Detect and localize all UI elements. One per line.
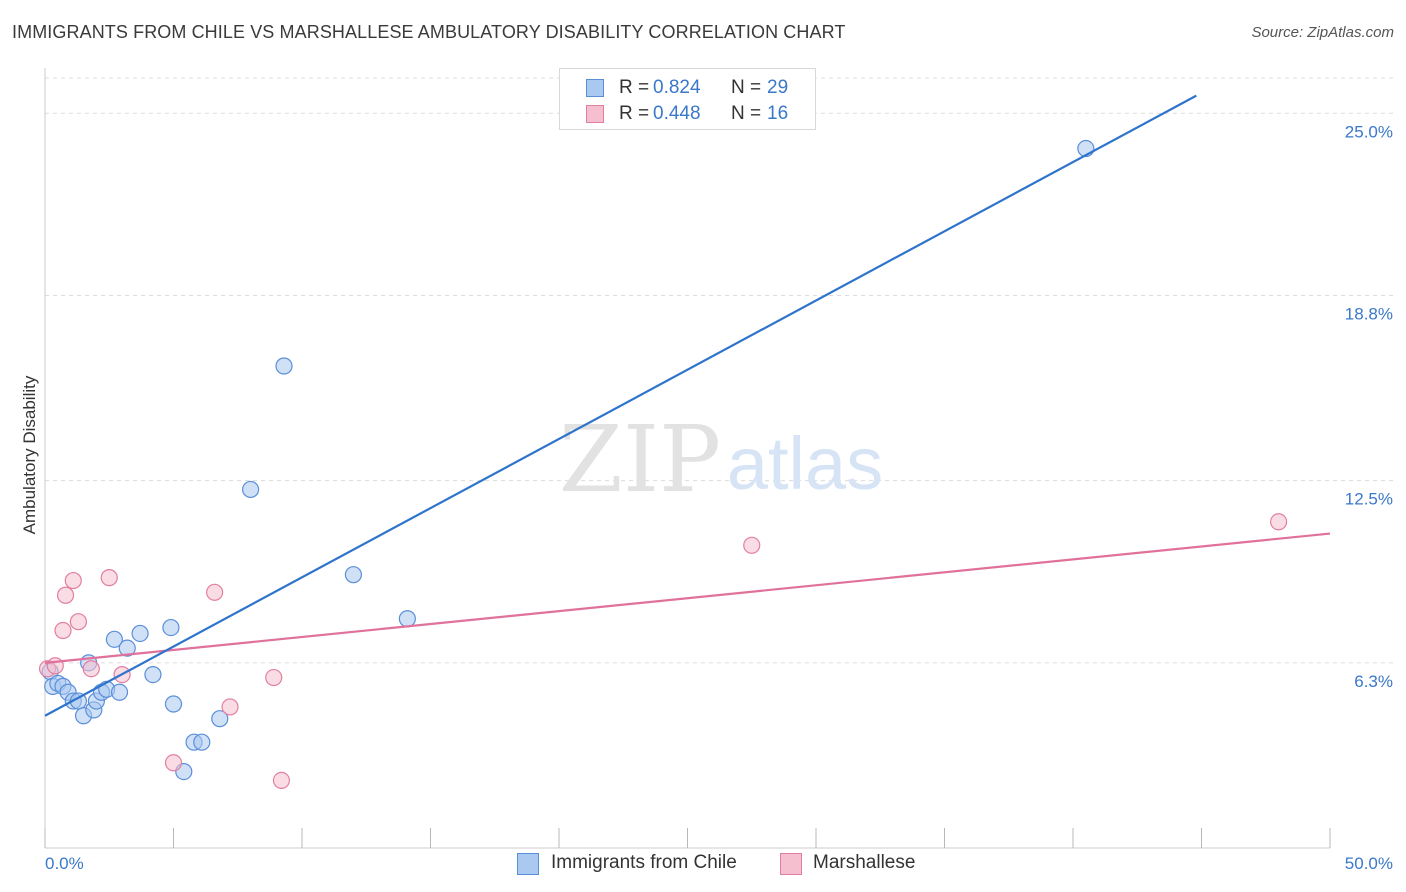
points-layer bbox=[38, 139, 1288, 790]
data-point-marshallese bbox=[265, 668, 283, 687]
legend-n-label: N = bbox=[731, 103, 762, 124]
watermark-atlas: atlas bbox=[727, 422, 883, 505]
data-point-marshallese bbox=[82, 660, 100, 678]
legend-n-label: N = bbox=[731, 77, 762, 98]
data-point-chile bbox=[110, 683, 129, 701]
legend-r-value: 0.824 bbox=[653, 77, 701, 98]
data-point-chile bbox=[275, 357, 293, 375]
legend-n-value: 29 bbox=[767, 77, 789, 98]
legend-swatch-marshallese bbox=[586, 105, 604, 123]
watermark-zip: ZIP bbox=[559, 406, 721, 513]
trend-line-marshallese bbox=[44, 532, 1331, 664]
data-point-chile bbox=[118, 639, 136, 657]
bottom-legend-label-chile: Immigrants from Chile bbox=[551, 852, 737, 873]
legend-swatch-chile bbox=[586, 79, 604, 97]
y-tick-label: 6.3% bbox=[1354, 672, 1393, 691]
data-point-marshallese bbox=[100, 569, 118, 587]
data-point-marshallese bbox=[54, 621, 72, 640]
data-point-chile bbox=[193, 733, 211, 751]
chart-title: IMMIGRANTS FROM CHILE VS MARSHALLESE AMB… bbox=[12, 22, 846, 42]
data-point-chile bbox=[398, 610, 416, 628]
data-point-chile bbox=[131, 624, 149, 643]
bottom-legend-label-marshallese: Marshallese bbox=[813, 852, 916, 873]
x-tick-label: 0.0% bbox=[45, 854, 84, 873]
trend-line-chile bbox=[44, 94, 1197, 717]
y-tick-label: 25.0% bbox=[1345, 122, 1393, 141]
y-tick-label: 12.5% bbox=[1345, 490, 1393, 509]
axis-layer bbox=[44, 68, 1331, 849]
data-point-marshallese bbox=[56, 586, 75, 604]
data-point-marshallese bbox=[1269, 513, 1288, 531]
data-point-chile bbox=[162, 618, 180, 637]
correlation-legend: R = 0.824 N = 29 R = 0.448 N = 16 bbox=[559, 68, 816, 130]
data-point-chile bbox=[242, 480, 260, 499]
label-layer: 6.3% 12.5% 18.8% 25.0% 0.0% 50.0% bbox=[45, 122, 1393, 873]
data-point-chile bbox=[105, 630, 123, 648]
watermark: ZIP atlas bbox=[559, 406, 883, 513]
data-point-marshallese bbox=[221, 698, 239, 716]
data-point-chile bbox=[344, 566, 362, 584]
trend-layer bbox=[44, 94, 1331, 717]
y-axis-label: Ambulatory Disability bbox=[20, 375, 39, 534]
source-label: Source: ZipAtlas.com bbox=[1251, 24, 1394, 41]
data-point-chile bbox=[164, 695, 183, 713]
legend-r-label: R = bbox=[619, 103, 650, 124]
bottom-legend-swatch-chile bbox=[517, 853, 539, 875]
data-point-marshallese bbox=[743, 536, 761, 554]
data-point-chile bbox=[211, 710, 229, 728]
data-point-marshallese bbox=[64, 571, 82, 590]
data-point-marshallese bbox=[164, 754, 183, 772]
grid-layer bbox=[45, 77, 1395, 664]
data-point-marshallese bbox=[272, 771, 291, 790]
y-tick-label: 18.8% bbox=[1345, 304, 1393, 323]
legend-n-value: 16 bbox=[767, 103, 789, 124]
legend-r-value: 0.448 bbox=[653, 103, 701, 124]
x-tick-label: 50.0% bbox=[1345, 854, 1393, 873]
bottom-legend-swatch-marshallese bbox=[780, 853, 802, 875]
data-point-marshallese bbox=[206, 583, 224, 601]
data-point-chile bbox=[144, 666, 162, 684]
legend-r-label: R = bbox=[619, 77, 650, 98]
data-point-marshallese bbox=[69, 613, 88, 631]
